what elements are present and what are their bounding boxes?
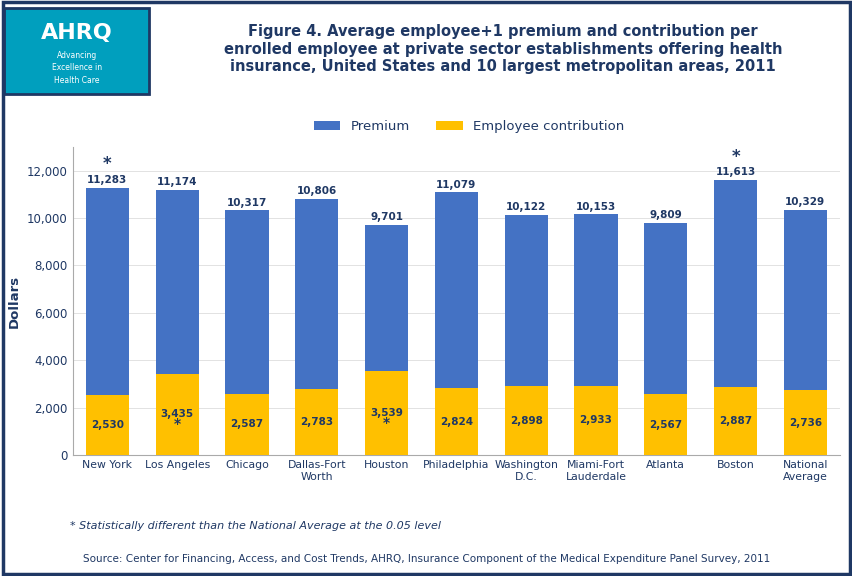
- Text: 11,613: 11,613: [715, 167, 755, 177]
- Text: *: *: [383, 415, 389, 430]
- Text: 10,317: 10,317: [227, 198, 267, 207]
- Bar: [225, 394, 268, 455]
- Text: 2,824: 2,824: [440, 416, 472, 427]
- Text: 9,701: 9,701: [370, 212, 403, 222]
- FancyBboxPatch shape: [4, 8, 149, 94]
- Text: 10,153: 10,153: [575, 202, 615, 211]
- Text: 11,079: 11,079: [435, 180, 476, 190]
- Text: 2,898: 2,898: [509, 416, 542, 426]
- Text: 2,736: 2,736: [788, 418, 821, 427]
- Bar: [365, 371, 408, 455]
- Text: * Statistically different than the National Average at the 0.05 level: * Statistically different than the Natio…: [71, 521, 440, 531]
- Bar: [225, 210, 268, 394]
- Bar: [295, 199, 338, 389]
- Text: 11,174: 11,174: [157, 177, 197, 187]
- Text: 2,783: 2,783: [300, 417, 333, 427]
- Text: 11,283: 11,283: [87, 175, 128, 185]
- Bar: [435, 388, 477, 455]
- Bar: [365, 225, 408, 371]
- Legend: Premium, Employee contribution: Premium, Employee contribution: [308, 115, 629, 138]
- Text: 2,933: 2,933: [579, 415, 612, 425]
- Bar: [155, 374, 199, 455]
- Bar: [573, 214, 617, 385]
- Text: AHRQ: AHRQ: [41, 23, 112, 43]
- Bar: [435, 192, 477, 388]
- Bar: [713, 386, 757, 455]
- Text: Source: Center for Financing, Access, and Cost Trends, AHRQ, Insurance Component: Source: Center for Financing, Access, an…: [83, 554, 769, 564]
- Bar: [643, 394, 687, 455]
- Text: *: *: [103, 156, 112, 173]
- Text: Figure 4. Average employee+1 premium and contribution per
enrolled employee at p: Figure 4. Average employee+1 premium and…: [224, 24, 781, 74]
- Text: 2,587: 2,587: [230, 419, 263, 429]
- Text: 10,806: 10,806: [296, 186, 337, 196]
- Bar: [783, 210, 826, 390]
- Text: 2,530: 2,530: [91, 420, 124, 430]
- Bar: [295, 389, 338, 455]
- Bar: [504, 386, 547, 455]
- Bar: [783, 390, 826, 455]
- Y-axis label: Dollars: Dollars: [9, 274, 21, 328]
- Bar: [155, 190, 199, 374]
- Bar: [86, 188, 129, 395]
- Text: 3,539: 3,539: [370, 408, 402, 418]
- Text: *: *: [174, 417, 181, 431]
- Text: 9,809: 9,809: [648, 210, 682, 219]
- Text: 2,887: 2,887: [718, 416, 751, 426]
- Text: 10,329: 10,329: [785, 198, 825, 207]
- Bar: [504, 215, 547, 386]
- Bar: [713, 180, 757, 386]
- Bar: [86, 395, 129, 455]
- Text: *: *: [730, 147, 739, 165]
- Text: Advancing
Excellence in
Health Care: Advancing Excellence in Health Care: [52, 51, 101, 85]
- Bar: [643, 222, 687, 394]
- Bar: [573, 385, 617, 455]
- Text: 3,435: 3,435: [160, 410, 193, 419]
- Text: 10,122: 10,122: [505, 202, 545, 213]
- Text: 2,567: 2,567: [648, 419, 682, 430]
